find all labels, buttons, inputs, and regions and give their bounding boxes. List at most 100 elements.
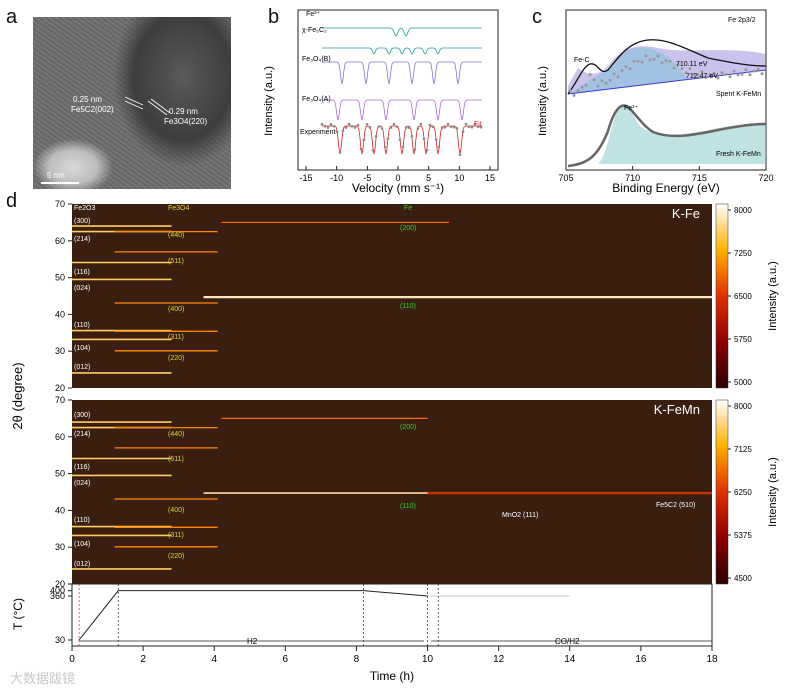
c-spent-point <box>676 63 680 67</box>
b-experiment-point <box>446 122 450 126</box>
t-ytick-label: 400 <box>50 586 65 596</box>
colorbar-tick-label: 8000 <box>734 206 752 215</box>
c-spent-point <box>752 69 756 73</box>
b-experiment-point <box>464 122 468 126</box>
b-experiment-point <box>476 125 480 129</box>
c-baseline-spent <box>567 69 767 95</box>
top-fe3o4-311: (311) <box>168 334 184 341</box>
b-experiment-point <box>443 126 447 129</box>
colorbar-tick-label: 7125 <box>734 445 752 454</box>
top-fe2o3-110: (110) <box>74 322 90 329</box>
b-experiment-point <box>416 127 420 130</box>
c-spent-point <box>672 66 676 70</box>
b-fit-label: Fit <box>474 121 482 128</box>
b-experiment-point <box>383 145 387 149</box>
c-spent-point <box>720 71 724 75</box>
bot-fe3o4-511: (511) <box>168 456 184 463</box>
c-spent-point <box>592 78 596 82</box>
d-xtick-label: 18 <box>706 654 718 665</box>
b-experiment-point <box>380 127 384 130</box>
b-experiment-point <box>329 122 333 126</box>
c-label-712: 712.47 eV <box>686 73 718 80</box>
d-xtick-label: 14 <box>564 654 576 665</box>
bot-fe2o3-012: (012) <box>74 561 90 568</box>
d-ytick-label: 30 <box>55 542 65 552</box>
d-ytick-label: 70 <box>55 199 65 209</box>
top-fe2o3-214: (214) <box>74 236 90 243</box>
colorbar-kfe-label: Intensity (a.u.) <box>767 261 779 331</box>
bot-fe3o4-400: (400) <box>168 507 184 514</box>
c-spent-point <box>692 72 696 76</box>
b-xtick-label: 10 <box>454 173 464 183</box>
tem-label-spacing-2: 0.29 nm <box>169 107 198 116</box>
b-experiment-point <box>371 149 375 152</box>
b-experiment-point <box>401 145 405 149</box>
tem-image: 0.25 nm Fe5C2(002) 0.29 nm Fe3O4(220) 5 … <box>33 17 231 189</box>
c-label-spent: Spent K-FeMn <box>716 91 761 98</box>
bot-fe2o3-300: (300) <box>74 412 90 419</box>
d-ytick-label: 50 <box>55 469 65 479</box>
b-experiment-point <box>470 125 474 129</box>
b-experiment-point <box>413 148 417 151</box>
panel-d-letter: d <box>6 190 18 212</box>
bot-fe2o3-116: (116) <box>74 464 90 471</box>
bot-fe-200: (200) <box>400 424 416 431</box>
c-spent-point <box>600 79 604 83</box>
tem-label-spacing-1: 0.25 nm <box>73 95 102 104</box>
b-xlabel: Velocity (mm s⁻¹) <box>352 181 444 195</box>
b-experiment-point <box>323 124 327 128</box>
bot-fe3o4-220: (220) <box>168 553 184 560</box>
top-fe3o4-440: (440) <box>168 232 184 239</box>
b-experiment-point <box>338 150 342 154</box>
b-experiment-point <box>425 148 429 152</box>
d-xlabel: Time (h) <box>370 669 414 683</box>
colorbar-kfe <box>715 203 729 389</box>
d-ytick-label: 20 <box>55 579 65 589</box>
top-fe-110: (110) <box>400 303 416 310</box>
panel-b-letter: b <box>268 6 280 28</box>
c-label-fec: Fe-C <box>574 57 590 64</box>
c-spent-point <box>640 60 644 64</box>
b-experiment-point <box>347 122 351 126</box>
d-ytick-label: 50 <box>55 273 65 283</box>
c-xtick-label: 715 <box>692 173 707 183</box>
b-experiment-point <box>344 126 348 129</box>
xps-chart: Intensity (a.u.) 705 710 715 720 Binding En… <box>537 9 774 195</box>
c-spent-point <box>636 59 640 63</box>
c-title: Fe 2p3/2 <box>728 17 756 24</box>
b-experiment-point <box>353 126 357 129</box>
top-fe2o3-104: (104) <box>74 345 90 352</box>
b-frame <box>297 9 499 171</box>
d-xtick-label: 4 <box>211 654 217 665</box>
b-experiment-point <box>368 126 372 129</box>
c-label-fe3: Fe³⁺ <box>624 105 639 112</box>
c-spent-point <box>616 75 620 79</box>
b-series-fe3o4a: Fe₃O₄(A) <box>302 96 331 103</box>
top-fe2o3-116: (116) <box>74 269 90 276</box>
bot-fe2o3-110: (110) <box>74 517 90 524</box>
c-spent-point <box>680 67 684 70</box>
b-series-fe3: Fe³⁺ <box>306 11 321 18</box>
panel-a-letter: a <box>6 6 18 28</box>
c-spent-point <box>756 67 760 71</box>
c-spent-point <box>744 68 748 72</box>
c-ylabel: Intensity (a.u.) <box>537 66 549 136</box>
b-experiment-point <box>326 126 330 129</box>
c-fresh-curve <box>567 104 767 168</box>
b-experiment-point <box>392 122 396 126</box>
top-fe2o3-012: (012) <box>74 364 90 371</box>
d-ytick-label: 40 <box>55 505 65 515</box>
b-experiment-point <box>377 125 381 128</box>
c-spent-point <box>740 72 744 76</box>
top-fe3o4-220: (220) <box>168 355 184 362</box>
t-ytick-label: 360 <box>50 591 65 601</box>
b-experiment-point <box>404 126 408 129</box>
c-spent-point <box>688 67 692 71</box>
b-curve <box>322 27 482 37</box>
colorbar-kfemn-label: Intensity (a.u.) <box>767 457 779 527</box>
b-experiment-point <box>365 123 369 126</box>
colorbar-tick-label: 5375 <box>734 531 752 540</box>
b-experiment-point <box>320 122 324 126</box>
bot-fe2o3-214: (214) <box>74 431 90 438</box>
